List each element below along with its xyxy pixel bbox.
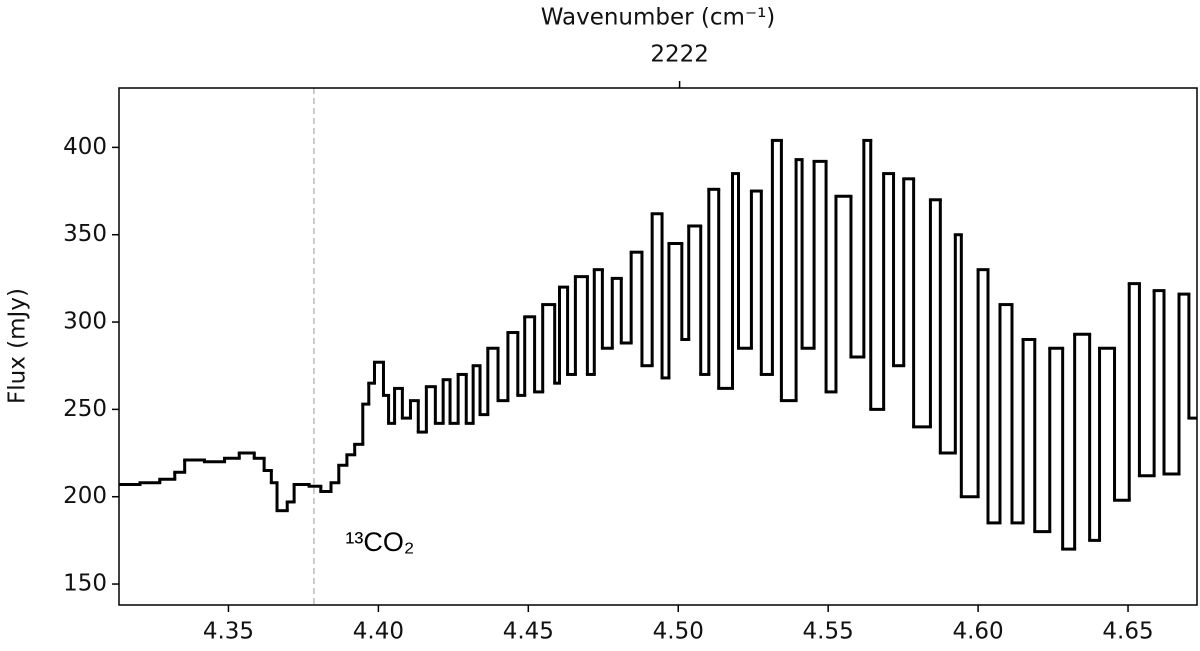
y-tick-label: 250 bbox=[63, 396, 107, 422]
x2-axis-label: Wavenumber (cm⁻¹) bbox=[541, 5, 776, 31]
x2-tick-label: 2222 bbox=[650, 42, 709, 68]
y-axis-label: Flux (mJy) bbox=[5, 288, 31, 404]
plot-area bbox=[119, 88, 1197, 605]
x-tick-label: 4.60 bbox=[952, 619, 1003, 645]
x-tick-label: 4.50 bbox=[653, 619, 704, 645]
x-tick-label: 4.40 bbox=[353, 619, 404, 645]
x-tick-label: 4.45 bbox=[503, 619, 554, 645]
y-tick-label: 350 bbox=[63, 221, 107, 247]
x-tick-label: 4.65 bbox=[1102, 619, 1153, 645]
x-tick-label: 4.55 bbox=[803, 619, 854, 645]
y-tick-label: 150 bbox=[63, 571, 107, 597]
annotation: ¹³CO₂ bbox=[345, 527, 414, 557]
y-tick-label: 200 bbox=[63, 483, 107, 509]
y-tick-label: 300 bbox=[63, 309, 107, 335]
y-tick-label: 400 bbox=[63, 134, 107, 160]
x-tick-label: 4.35 bbox=[203, 619, 254, 645]
axes-frame bbox=[118, 87, 1198, 606]
step-riser bbox=[138, 140, 1191, 550]
